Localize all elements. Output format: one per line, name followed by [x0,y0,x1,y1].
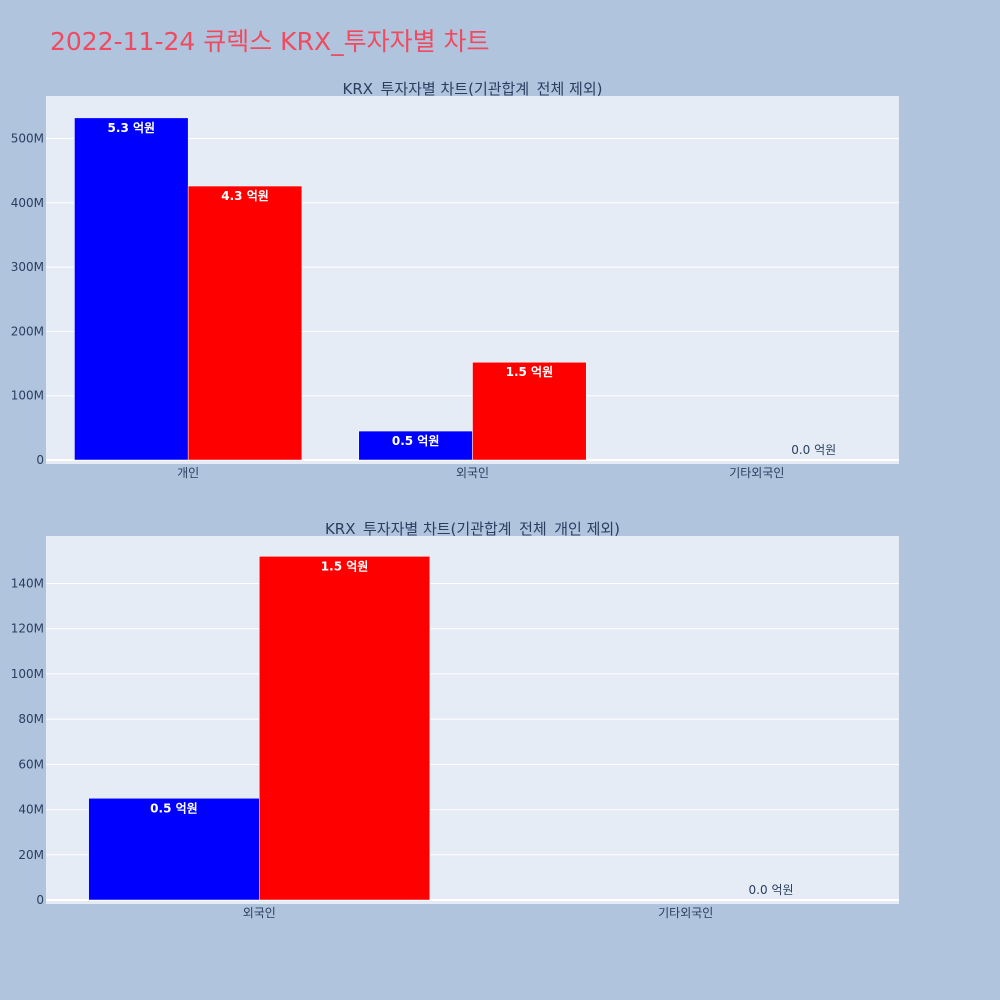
top-bar [74,117,189,461]
bottom-data-label: 0.5 억원 [150,801,198,815]
bottom-data-label: 0.0 억원 [749,883,794,897]
top-data-label: 4.3 억원 [221,189,269,203]
top-chart: KRX_투자자별 차트(기관합계_전체 제외) 0 100M 200M 300M 400M… [11,80,899,480]
bottom-ytick-label: 20M [18,848,44,862]
bottom-ytick-label: 80M [18,712,44,726]
bottom-ytick-label: 60M [18,757,44,771]
bottom-ytick-label: 40M [18,803,44,817]
bottom-data-label: 1.5 억원 [321,559,369,573]
bottom-chart-title: KRX_투자자별 차트(기관합계_전체_개인 제외) [325,520,620,539]
top-data-label: 0.5 억원 [392,434,440,448]
bottom-ytick-label: 0 [36,893,44,907]
top-ytick-label: 0 [36,453,44,467]
top-data-label: 0.0 억원 [791,443,836,457]
bottom-chart: KRX_투자자별 차트(기관합계_전체_개인 제외) 0 20M 40M 60M 80M 1… [11,520,899,920]
top-chart-title: KRX_투자자별 차트(기관합계_전체 제외) [343,80,603,99]
top-xtick-label: 기타외국인 [729,466,784,480]
bottom-ytick-label: 140M [11,576,44,590]
top-xtick-label: 개인 [177,466,199,480]
bottom-ytick-label: 120M [11,622,44,636]
bottom-xtick-label: 외국인 [243,906,276,920]
top-bar [358,430,473,461]
top-data-label: 5.3 억원 [108,121,156,135]
top-ytick-label: 400M [11,196,44,210]
top-ytick-label: 300M [11,260,44,274]
bottom-bar [259,556,431,901]
top-ytick-label: 500M [11,131,44,145]
top-bar [472,361,587,461]
bottom-bar [88,798,260,901]
bottom-xtick-label: 기타외국인 [658,906,713,920]
bottom-ytick-label: 100M [11,667,44,681]
top-data-label: 1.5 억원 [506,365,554,379]
top-xtick-label: 외국인 [456,466,489,480]
top-bar [187,185,303,461]
top-ytick-label: 200M [11,324,44,338]
page-title: 2022-11-24 큐렉스 KRX_투자자별 차트 [50,27,490,56]
top-ytick-label: 100M [11,389,44,403]
